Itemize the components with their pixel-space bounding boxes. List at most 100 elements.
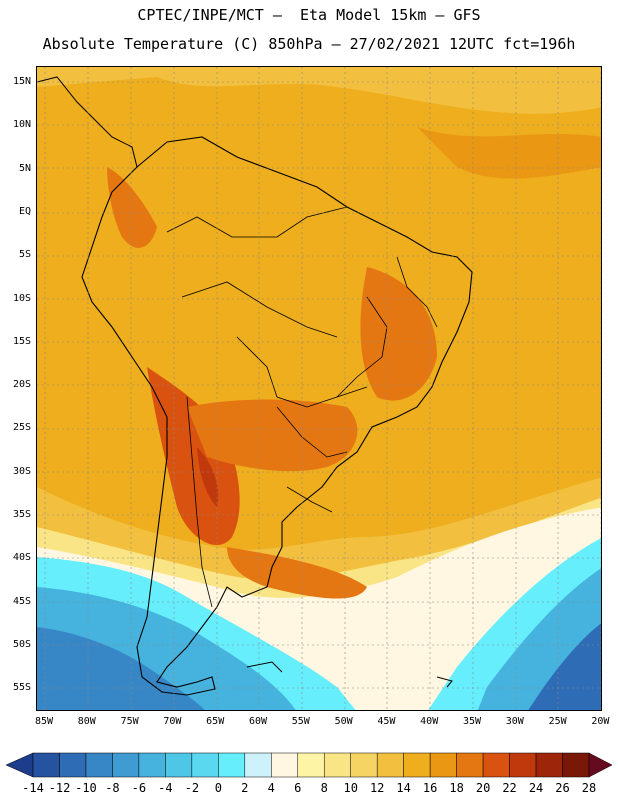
colorbar-label: 10 <box>343 781 358 795</box>
colorbar-swatch <box>297 752 325 778</box>
colorbar-label: 4 <box>267 781 275 795</box>
falkland-islands <box>246 661 283 673</box>
colorbar-label: 18 <box>449 781 464 795</box>
lat-label: 40S <box>12 552 31 564</box>
colorbar-swatch <box>562 752 590 778</box>
hot-zone-brazil-plateau <box>360 267 437 401</box>
lat-label: 30S <box>12 465 31 477</box>
colorbar-label: 12 <box>369 781 385 795</box>
temperature-map[interactable] <box>36 66 602 711</box>
lon-label: 75W <box>120 716 139 727</box>
colorbar-label: 28 <box>581 781 597 795</box>
border-brazil-states-b <box>396 256 438 328</box>
colorbar-label: 24 <box>528 781 544 795</box>
lon-label: 85W <box>34 716 54 727</box>
lat-label: 10S <box>12 292 31 304</box>
colorbar-arrow-right <box>588 752 613 778</box>
lon-label: 25W <box>548 716 567 727</box>
colorbar-swatch <box>323 752 351 778</box>
central-america-coastline <box>37 76 138 168</box>
lat-label: EQ <box>18 205 31 217</box>
graticule <box>37 67 601 710</box>
lon-label: 50W <box>334 716 353 727</box>
colorbar-swatch <box>191 752 219 778</box>
colorbar-label: 14 <box>396 781 411 795</box>
colorbar-label: 26 <box>555 781 570 795</box>
colorbar-swatch <box>350 752 378 778</box>
south-georgia <box>436 676 453 688</box>
colorbar-swatch <box>535 752 563 778</box>
colorbar-label: 2 <box>241 781 249 795</box>
field-warm-east-atlantic <box>417 127 601 179</box>
colorbar-label: 0 <box>214 781 222 795</box>
colorbar-label: 22 <box>502 781 517 795</box>
lon-label: 20W <box>591 716 610 727</box>
chart-title-line1: CPTEC/INPE/MCT – Eta Model 15km – GFS <box>137 6 481 24</box>
colorbar-label: -6 <box>131 781 147 795</box>
colorbar-swatch <box>271 752 299 778</box>
lat-label: 50S <box>12 638 31 650</box>
hot-zone-colombia <box>107 167 157 248</box>
colorbar-swatch <box>456 752 484 778</box>
colorbar-label: -4 <box>158 781 173 795</box>
colorbar-label: 6 <box>294 781 302 795</box>
lat-label: 25S <box>12 422 31 434</box>
colorbar-swatch <box>403 752 431 778</box>
border-brazil-states-a <box>336 296 388 398</box>
lat-label: 10N <box>12 119 31 131</box>
lon-label: 80W <box>77 716 96 727</box>
colorbar-swatch <box>32 752 60 778</box>
lon-label: 70W <box>163 716 182 727</box>
field-north-band <box>37 67 601 114</box>
lat-label: 55S <box>12 682 31 694</box>
lon-label: 45W <box>377 716 396 727</box>
colorbar-label: 16 <box>422 781 438 795</box>
lon-label: 65W <box>206 716 225 727</box>
border-chile-argentina <box>186 396 213 608</box>
colorbar-label: -12 <box>48 781 71 795</box>
lat-label: 35S <box>12 509 31 520</box>
colorbar-label: -8 <box>105 781 120 795</box>
colorbar-swatch <box>138 752 166 778</box>
colorbar <box>5 752 613 778</box>
colorbar-swatch <box>112 752 140 778</box>
colorbar-label: 8 <box>320 781 328 795</box>
colorbar-swatch <box>376 752 404 778</box>
colorbar-label: 20 <box>475 781 491 795</box>
colorbar-label: -2 <box>184 781 200 795</box>
colorbar-swatch <box>59 752 87 778</box>
lon-label: 35W <box>462 716 482 727</box>
hot-zone-patagonia <box>227 547 367 599</box>
lat-label: 5N <box>18 162 31 174</box>
colorbar-label: -14 <box>22 781 44 795</box>
lat-label: 5S <box>18 249 31 261</box>
colorbar-arrow-left <box>5 752 34 778</box>
border-amazon-north <box>166 206 348 238</box>
map-canvas <box>37 67 601 710</box>
lat-label: 20S <box>12 379 31 391</box>
lat-label: 15N <box>12 76 31 87</box>
lon-label: 40W <box>420 716 439 727</box>
colorbar-swatch <box>509 752 537 778</box>
lon-label: 55W <box>291 716 310 727</box>
border-paraguay <box>276 406 348 458</box>
colorbar-swatch <box>165 752 193 778</box>
colorbar-swatch <box>218 752 246 778</box>
colorbar-swatch <box>244 752 272 778</box>
hot-zone-paraguay <box>187 399 358 472</box>
south-america-coastline <box>81 136 473 696</box>
lat-label: 45S <box>12 595 31 607</box>
hottest-zone-chaco <box>197 447 219 507</box>
colorbar-swatch <box>85 752 113 778</box>
chart-title-line2: Absolute Temperature (C) 850hPa – 27/02/… <box>42 35 576 53</box>
colorbar-swatch <box>429 752 457 778</box>
colorbar-label: -10 <box>75 781 97 795</box>
lat-label: 15S <box>12 335 31 347</box>
border-brazil-peru-bolivia <box>181 281 338 338</box>
border-uruguay <box>286 486 333 513</box>
border-bolivia <box>236 336 368 408</box>
lon-label: 30W <box>505 716 524 727</box>
field-southwest-cold <box>37 627 205 710</box>
colorbar-swatch <box>482 752 510 778</box>
lon-label: 60W <box>248 716 268 727</box>
